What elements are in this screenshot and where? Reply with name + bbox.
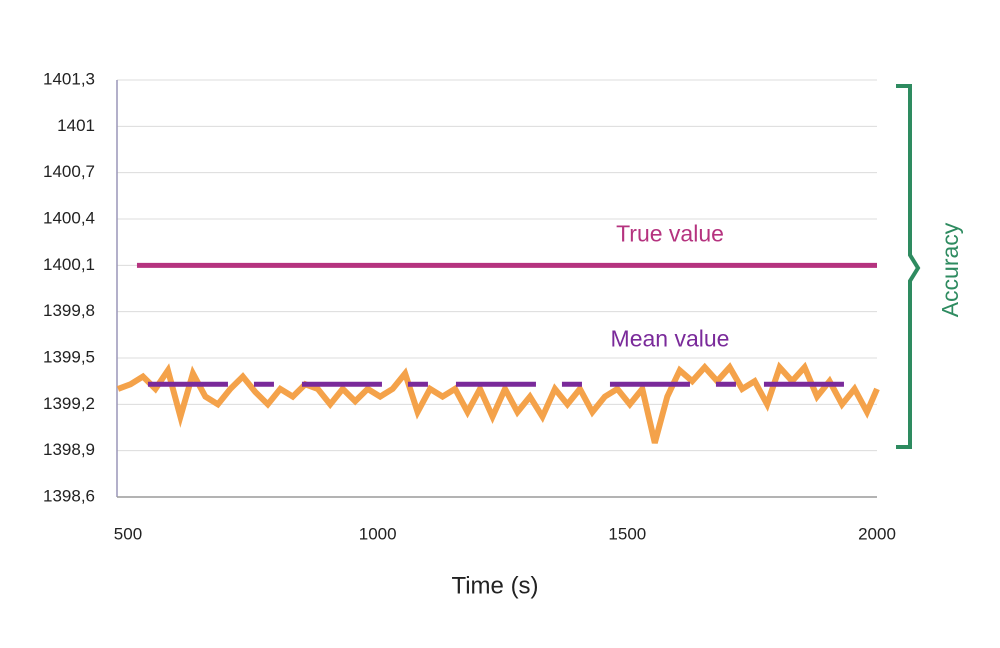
y-tick-label: 1399,5 — [43, 347, 95, 366]
y-tick-label: 1398,6 — [43, 486, 95, 505]
y-tick-label: 1399,8 — [43, 301, 95, 320]
y-tick-label: 1401 — [57, 116, 95, 135]
y-tick-label: 1400,7 — [43, 162, 95, 181]
y-tick-label: 1398,9 — [43, 440, 95, 459]
accuracy-bracket — [896, 84, 921, 449]
y-tick-label: 1401,3 — [43, 69, 95, 88]
x-tick-label: 1000 — [359, 524, 397, 543]
y-tick-label: 1400,1 — [43, 255, 95, 274]
x-axis-label: Time (s) — [451, 572, 538, 599]
y-tick-label: 1399,2 — [43, 394, 95, 413]
x-tick-label: 1500 — [608, 524, 646, 543]
data-line — [116, 361, 880, 444]
series-label: Mean value — [611, 325, 730, 351]
y-tick-label: 1400,4 — [43, 208, 95, 227]
accuracy-label: Accuracy — [937, 222, 963, 317]
x-tick-label: 2000 — [858, 524, 896, 543]
x-tick-label: 500 — [114, 524, 142, 543]
series-label: True value — [616, 220, 724, 246]
